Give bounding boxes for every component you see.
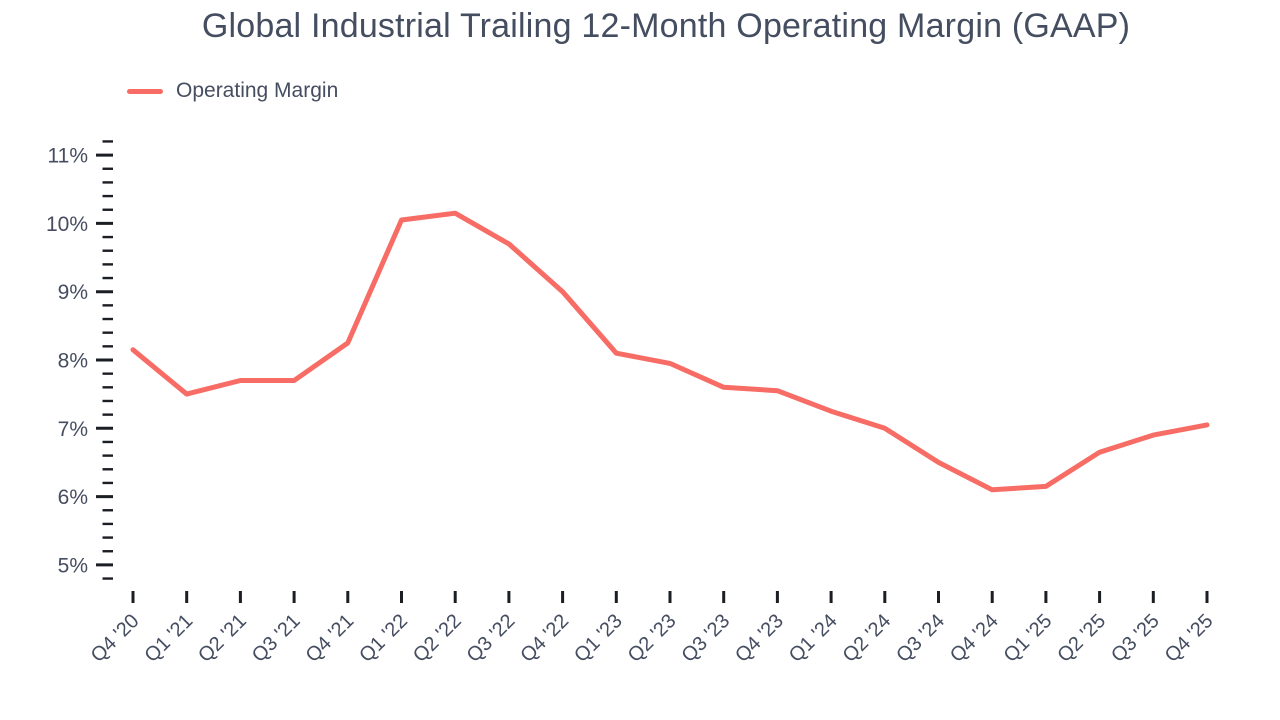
x-tick-label: Q2 '24 xyxy=(839,610,896,667)
y-tick-label: 8% xyxy=(58,350,88,373)
x-tick-label: Q2 '23 xyxy=(624,610,681,667)
y-tick-label: 9% xyxy=(58,281,88,304)
y-tick-label: 7% xyxy=(58,418,88,441)
x-tick-label: Q2 '25 xyxy=(1053,610,1110,667)
x-tick-label: Q1 '21 xyxy=(140,610,197,667)
operating-margin-line xyxy=(130,210,1210,493)
legend: Operating Margin xyxy=(127,79,338,103)
legend-line-swatch xyxy=(127,88,163,94)
x-tick-label: Q4 '25 xyxy=(1161,610,1218,667)
x-tick-label: Q4 '20 xyxy=(87,610,144,667)
x-tick-label: Q1 '24 xyxy=(785,610,842,667)
x-tick-label: Q3 '21 xyxy=(248,610,305,667)
x-tick-label: Q3 '23 xyxy=(677,610,734,667)
chart-title: Global Industrial Trailing 12-Month Oper… xyxy=(201,7,1131,45)
x-tick-label: Q4 '22 xyxy=(516,610,573,667)
x-tick-label: Q3 '22 xyxy=(463,610,520,667)
x-tick-label: Q2 '22 xyxy=(409,610,466,667)
x-tick-label: Q1 '23 xyxy=(570,610,627,667)
series-polyline xyxy=(130,210,1210,493)
x-tick-label: Q3 '24 xyxy=(892,610,949,667)
x-tick-label: Q4 '23 xyxy=(731,610,788,667)
y-tick-label: 6% xyxy=(58,486,88,509)
legend-label: Operating Margin xyxy=(176,79,339,102)
x-tick-label: Q1 '25 xyxy=(1000,610,1057,667)
y-tick-label: 10% xyxy=(46,213,88,236)
x-tick-label: Q4 '21 xyxy=(302,610,359,667)
y-tick-label: 11% xyxy=(48,145,88,168)
y-tick-label: 5% xyxy=(58,554,88,577)
y-axis: 5% 6% 7% 8% 9% 10% 11% xyxy=(46,140,113,580)
x-tick-label: Q2 '21 xyxy=(194,610,251,667)
x-tick-label: Q3 '25 xyxy=(1107,610,1164,667)
x-tick-label: Q4 '24 xyxy=(946,610,1003,667)
x-tick-label: Q1 '22 xyxy=(355,610,412,667)
